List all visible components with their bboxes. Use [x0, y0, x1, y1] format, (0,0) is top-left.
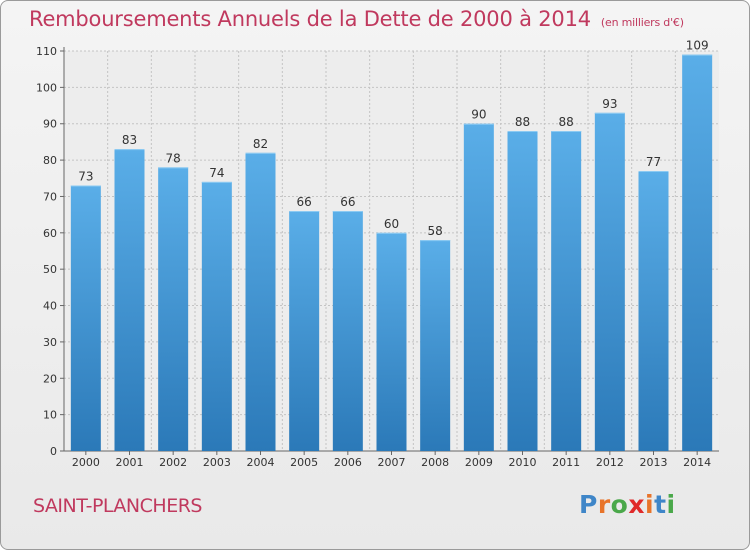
- bar: [682, 54, 713, 452]
- bar: [114, 149, 145, 451]
- y-tick-label: 30: [43, 336, 57, 349]
- x-tick-label: 2012: [596, 456, 624, 469]
- x-tick-label: 2006: [334, 456, 362, 469]
- data-label: 60: [384, 217, 399, 231]
- region-name: SAINT-PLANCHERS: [33, 495, 202, 517]
- y-tick-label: 90: [43, 118, 57, 131]
- data-label: 78: [166, 151, 181, 165]
- y-tick-label: 80: [43, 154, 57, 167]
- logo-letter: i: [645, 490, 655, 519]
- x-tick-label: 2007: [378, 456, 406, 469]
- bar: [70, 185, 101, 451]
- x-tick-label: 2000: [72, 456, 100, 469]
- bar: [201, 181, 232, 451]
- y-tick-label: 20: [43, 372, 57, 385]
- logo-letter: P: [579, 490, 598, 519]
- data-labels: 73 83 78 74 82 66 66 60 58 90 88 88 93 77 109: [78, 39, 708, 238]
- data-label: 88: [559, 115, 574, 129]
- data-label: 109: [686, 39, 709, 53]
- data-label: 88: [515, 115, 530, 129]
- x-tick-label: 2013: [640, 456, 668, 469]
- x-tick-label: 2008: [421, 456, 449, 469]
- data-label: 58: [428, 224, 443, 238]
- x-tick-label: 2005: [290, 456, 318, 469]
- bar: [420, 240, 451, 451]
- y-tick-label: 10: [43, 409, 57, 422]
- x-tick-label: 2001: [116, 456, 144, 469]
- logo-letter: t: [654, 490, 667, 519]
- data-label: 73: [78, 170, 93, 184]
- data-label: 82: [253, 137, 268, 151]
- bar: [332, 211, 363, 451]
- bar: [594, 112, 625, 452]
- x-tick-label: 2003: [203, 456, 231, 469]
- y-tick-label: 0: [50, 445, 57, 458]
- y-tick-label: 100: [36, 81, 57, 94]
- data-label: 74: [209, 166, 224, 180]
- x-tick-label: 2009: [465, 456, 493, 469]
- bar: [463, 123, 494, 452]
- data-label: 90: [471, 108, 486, 122]
- bar: [245, 152, 276, 451]
- bar: [507, 131, 538, 451]
- data-label: 93: [602, 97, 617, 111]
- bar: [376, 232, 407, 451]
- chart-title: Remboursements Annuels de la Dette de 20…: [29, 7, 684, 31]
- x-tick-label: 2010: [509, 456, 537, 469]
- x-tick-label: 2011: [552, 456, 580, 469]
- data-label: 77: [646, 155, 661, 169]
- chart-unit: (en milliers d'€): [600, 16, 684, 29]
- bar: [289, 211, 320, 451]
- data-label: 66: [340, 195, 355, 209]
- x-tick-label: 2014: [683, 456, 711, 469]
- bar: [158, 167, 189, 451]
- y-tick-label: 60: [43, 227, 57, 240]
- logo-letter: r: [597, 490, 611, 519]
- bar: [551, 131, 582, 451]
- y-tick-label: 110: [36, 45, 57, 58]
- logo-letter: o: [610, 490, 629, 519]
- data-label: 83: [122, 133, 137, 147]
- y-tick-label: 40: [43, 300, 57, 313]
- bar: [638, 171, 669, 451]
- bars: [70, 54, 713, 452]
- data-label: 66: [297, 195, 312, 209]
- logo-letter: i: [666, 490, 676, 519]
- y-tick-label: 70: [43, 190, 57, 203]
- y-tick-label: 50: [43, 263, 57, 276]
- x-tick-label: 2002: [159, 456, 187, 469]
- logo-letter: x: [628, 490, 645, 519]
- proxiti-logo: Proxiti: [579, 490, 676, 519]
- chart-title-text: Remboursements Annuels de la Dette de 20…: [29, 7, 591, 31]
- x-tick-label: 2004: [247, 456, 275, 469]
